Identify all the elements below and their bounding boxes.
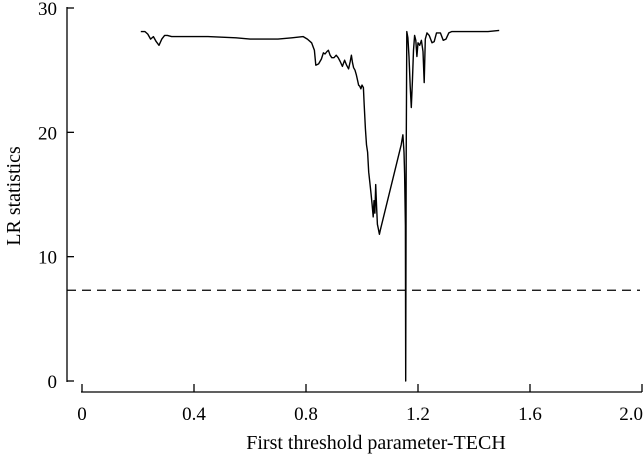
y-axis-title: LR statistics bbox=[3, 146, 25, 246]
y-tick-label: 0 bbox=[48, 372, 58, 393]
x-tick-label: 2.0 bbox=[619, 404, 643, 425]
y-tick-label: 20 bbox=[38, 123, 57, 144]
tick-marks bbox=[67, 7, 643, 392]
axes bbox=[66, 7, 642, 393]
x-axis-title: First threshold parameter-TECH bbox=[246, 432, 506, 454]
series-line bbox=[140, 29, 500, 382]
x-tick-label: 1.6 bbox=[518, 404, 542, 425]
y-tick-label: 30 bbox=[38, 0, 57, 20]
x-tick-label: 1.2 bbox=[406, 404, 430, 425]
x-tick-label: 0.4 bbox=[182, 404, 206, 425]
x-tick-label: 0 bbox=[77, 404, 87, 425]
x-tick-label: 0.8 bbox=[294, 404, 318, 425]
y-tick-label: 10 bbox=[38, 248, 57, 269]
tick-labels: 0 10 20 30 0 0.4 0.8 1.2 1.6 2.0 bbox=[38, 0, 643, 425]
